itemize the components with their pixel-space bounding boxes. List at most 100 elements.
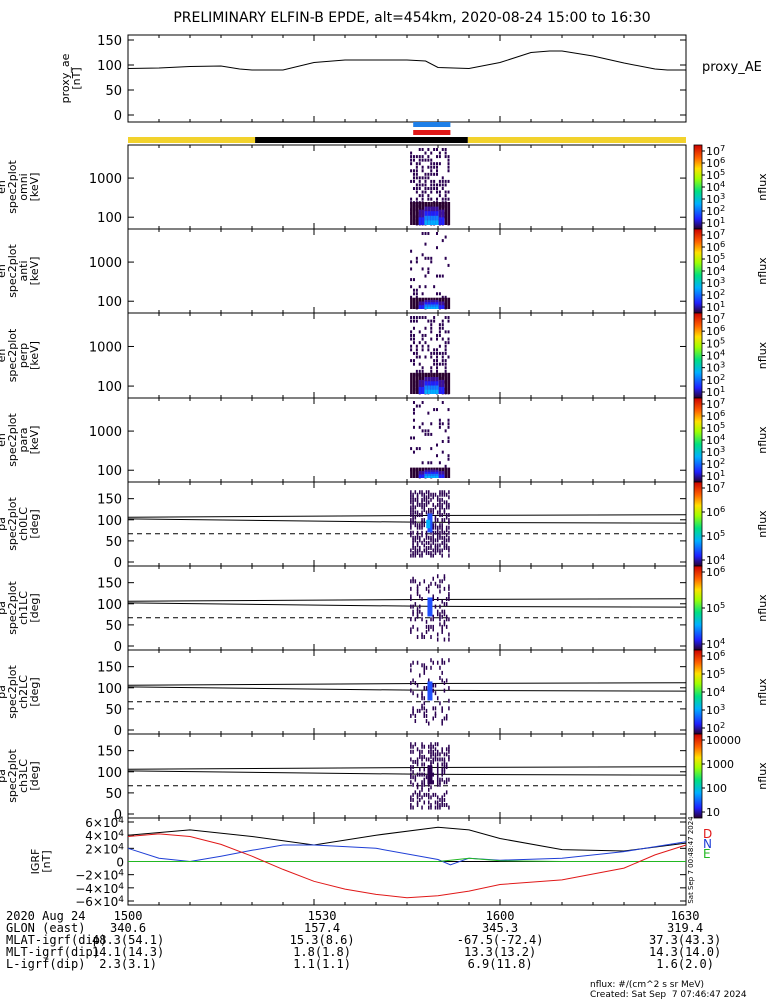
spectrogram-cell (441, 274, 444, 278)
spectrogram-core (433, 306, 436, 309)
spectrogram-cell (416, 708, 419, 713)
colorbar-label: nflux (756, 257, 769, 285)
spectrogram-cell (444, 155, 447, 159)
spectrogram-cell (410, 553, 412, 558)
spectrogram-cell (421, 502, 423, 507)
spectrogram-cell (441, 757, 443, 762)
spectrogram-cell (421, 183, 424, 187)
spectrogram-cell (438, 274, 441, 278)
spectrogram-cell (441, 658, 443, 663)
spectrogram-cell (436, 777, 439, 782)
colorbar-tick-label: 101 (706, 299, 725, 314)
spectrogram-cell (430, 545, 432, 550)
spectrogram-core (415, 202, 419, 225)
panel-frame (127, 34, 687, 123)
spectrogram-cell (447, 165, 450, 169)
spectrogram-cell (441, 749, 443, 754)
spectrogram-cell (436, 359, 439, 363)
spectrogram-cell (410, 510, 412, 515)
spectrogram-cell (430, 805, 432, 810)
spectrogram-cell (445, 713, 448, 718)
igrf-side-label: E (703, 847, 711, 861)
spectrogram-cell (439, 701, 441, 706)
spectrogram-cell (418, 162, 421, 166)
spectrogram-cell (416, 510, 419, 515)
spectrogram-cell (416, 693, 419, 698)
spectrogram-cell (412, 359, 415, 363)
spectrogram-cell (436, 543, 439, 548)
spectrogram-cell (445, 543, 448, 548)
spectrogram-cell (410, 805, 412, 810)
spectrogram-cell (414, 538, 417, 543)
spectrogram-cell (425, 686, 428, 691)
spectrogram-cell (441, 795, 443, 800)
spectrogram-cell (412, 530, 414, 535)
spectrogram-cell (447, 190, 450, 194)
spectrogram-cell (424, 429, 427, 433)
spectrogram-cell (432, 744, 434, 749)
spectrogram-cell (424, 179, 427, 183)
spectrogram-cell (432, 749, 434, 754)
spectrogram-cell (445, 777, 448, 782)
spectrogram-cell (430, 366, 433, 370)
spectrogram-cell (410, 627, 412, 632)
ephem-value: 2.3(3.1) (99, 957, 157, 971)
spectrogram-core (410, 467, 413, 478)
spectrogram-cell (423, 543, 426, 548)
spectrogram-cell (443, 767, 446, 772)
spectrogram-cell (419, 513, 421, 518)
spectrogram-cell (416, 523, 419, 528)
spectrogram-cell (423, 696, 426, 701)
colorbar-tick-label: 10000 (706, 734, 741, 747)
spectrogram-cell (427, 165, 430, 169)
colorbar-tick-label: 105 (706, 251, 725, 266)
spectrogram-cell (436, 780, 439, 785)
spectrogram-cell (432, 660, 434, 665)
spectrogram-cell (412, 492, 414, 497)
colorbar-tick-label: 106 (706, 408, 725, 423)
spectrogram-cell (428, 800, 430, 805)
y-axis-label: IGRF[nT] (29, 849, 53, 875)
spectrogram-cell (423, 744, 426, 749)
spectrogram-cell (436, 584, 439, 589)
spectrogram-cell (439, 782, 441, 787)
spectrogram-cell (444, 366, 447, 370)
spectrogram-cell (448, 553, 450, 558)
spectrogram-cell (438, 344, 441, 348)
spectrogram-cell (421, 169, 424, 173)
spectrogram-cell (432, 576, 434, 581)
spectrogram-cell (416, 540, 419, 545)
ephem-value: 13.3(13.2) (464, 945, 537, 959)
spectrogram-cell (432, 792, 434, 797)
spectrogram-cell (412, 520, 414, 525)
y-tick-label: 150 (97, 493, 122, 508)
spectrogram-cell (438, 425, 441, 429)
spectrogram-cell (448, 505, 450, 510)
y-tick-label: 0 (114, 640, 122, 655)
spectrogram-cell (434, 691, 437, 696)
spectrogram-core (415, 372, 419, 394)
spectrogram-cell (441, 540, 443, 545)
spectrogram-cell (410, 772, 412, 777)
spectrogram-cell (427, 148, 430, 151)
spectrogram-cell (434, 706, 437, 711)
spectrogram-cell (441, 548, 443, 553)
spectrogram-cell (421, 505, 423, 510)
ephem-value: 14.3(14.0) (649, 945, 722, 959)
spectrogram-cell (448, 805, 450, 810)
spectrogram-cell (439, 579, 441, 584)
spectrogram-cell (412, 660, 414, 665)
y-tick-label: 100 (97, 295, 122, 310)
spectrogram-cell (412, 292, 415, 296)
spectrogram-cell (433, 165, 436, 169)
spectrogram-cell (445, 602, 448, 607)
spectrogram-cell (445, 533, 448, 538)
ephem-value: 1500 (113, 909, 143, 923)
spectrogram-cell (445, 505, 448, 510)
spectrogram-cell (410, 681, 412, 686)
spectrogram-cell (424, 172, 427, 176)
spectrogram-cell (421, 754, 423, 759)
spectrogram-cell (436, 757, 439, 762)
spectrogram-cell (412, 678, 414, 683)
spectrogram-cell (433, 162, 436, 166)
